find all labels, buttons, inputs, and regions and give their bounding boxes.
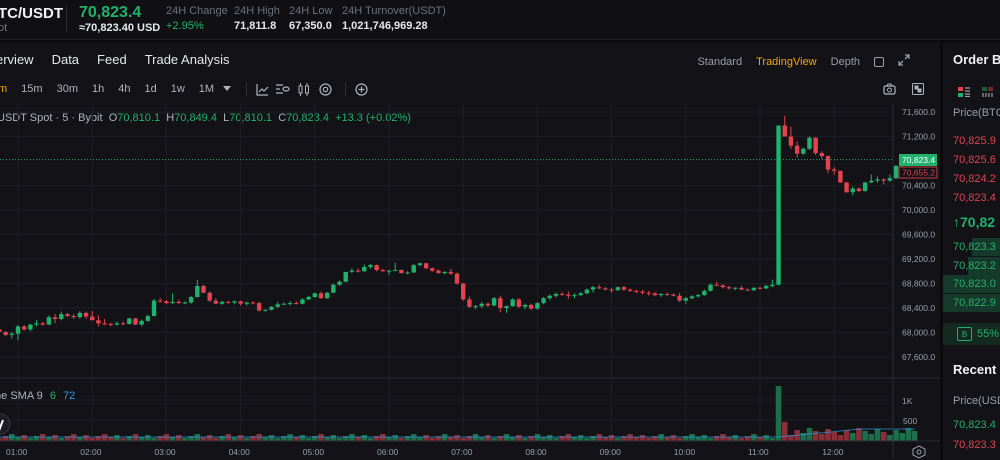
- last-price: 70,823.4: [79, 4, 142, 21]
- legend-high: 70,849.4: [174, 112, 217, 124]
- indicators-icon[interactable]: [255, 82, 269, 96]
- ask-row[interactable]: 70,825.6: [953, 154, 996, 166]
- stat-24h-high: 24H High 71,811.8: [234, 5, 280, 32]
- ohlc-legend: USDT Spot · 5 · Bybit O70,810.1 H70,849.…: [0, 112, 411, 124]
- stat-label: 24H Low: [289, 5, 333, 17]
- view-tradingview[interactable]: TradingView: [756, 55, 817, 68]
- view-mode-switch: Standard TradingView Depth: [697, 54, 910, 69]
- buy-ratio-badge: B: [957, 327, 972, 341]
- camera-icon[interactable]: [882, 82, 896, 96]
- interval-30m[interactable]: 30m: [56, 83, 78, 95]
- stat-24h-change: 24H Change +2.95%: [166, 5, 228, 32]
- volume-value: 6: [49, 390, 56, 402]
- orderbook-panel: Order Bo Price(BTC) 70,825.9 70,825.6 70…: [943, 42, 1000, 460]
- trade-row: 70,823.4: [953, 419, 996, 431]
- orderbook-asks-icon[interactable]: [982, 84, 994, 102]
- bid-row[interactable]: 70,823.2: [953, 260, 996, 272]
- legend-open-label: O: [108, 112, 118, 124]
- layout-square-icon[interactable]: [874, 56, 884, 67]
- stat-label: 24H Turnover(USDT): [342, 5, 446, 17]
- last-price-usd: ≈70,823.40 USD: [79, 22, 161, 34]
- volume-legend: me SMA 9 6 72: [0, 390, 75, 402]
- interval-1h[interactable]: 1h: [91, 83, 105, 95]
- toolbar-divider: [246, 82, 248, 96]
- ask-row[interactable]: 70,823.4: [953, 192, 996, 204]
- legend-close-label: C: [278, 112, 287, 124]
- stat-label: 24H High: [234, 5, 280, 17]
- bid-depth-bar: [968, 257, 1000, 275]
- interval-dropdown-icon[interactable]: [220, 82, 234, 96]
- legend-symbol: USDT Spot · 5 · Bybit: [0, 112, 103, 124]
- chart-tabs: erview Data Feed Trade Analysis: [0, 52, 229, 67]
- stat-24h-low: 24H Low 67,350.0: [289, 5, 332, 32]
- view-standard[interactable]: Standard: [697, 55, 743, 68]
- stat-label: 24H Change: [166, 5, 228, 17]
- trade-row: 70,823.3: [953, 439, 996, 451]
- ticker-header: TC/USDT ot 70,823.4 ≈70,823.40 USD 24H C…: [0, 0, 1000, 40]
- chart-type-icon[interactable]: [276, 82, 290, 96]
- toolbar-divider: [345, 82, 347, 96]
- buy-ratio-value: 55%: [977, 328, 1000, 340]
- legend-high-label: H: [166, 112, 175, 124]
- tab-feed[interactable]: Feed: [97, 52, 127, 67]
- expand-icon[interactable]: [898, 54, 910, 69]
- orderbook-price-header: Price(BTC): [953, 107, 1000, 119]
- interval-1M[interactable]: 1M: [198, 83, 215, 95]
- stat-value: 67,350.0: [289, 20, 332, 32]
- bid-depth-bar: [972, 238, 1000, 256]
- recent-trades-title: Recent T: [953, 362, 1000, 377]
- volume-sma-value: 72: [63, 390, 76, 402]
- interval-1w[interactable]: 1w: [170, 83, 185, 95]
- candles-icon[interactable]: [297, 82, 311, 96]
- tab-data[interactable]: Data: [51, 52, 80, 67]
- tab-trade-analysis[interactable]: Trade Analysis: [144, 52, 230, 67]
- interval-toolbar: m 15m 30m 1h 4h 1d 1w 1M: [0, 82, 375, 96]
- bid-depth-bar: [943, 294, 1000, 312]
- orderbook-title: Order Bo: [953, 52, 1000, 67]
- ask-row[interactable]: 70,825.9: [953, 135, 996, 147]
- chart-right-tools: [882, 82, 932, 96]
- interval-1d[interactable]: 1d: [144, 83, 157, 95]
- recent-trades-price-header: Price(USD: [953, 395, 1000, 407]
- fullscreen-icon[interactable]: [911, 82, 925, 96]
- ask-row[interactable]: 70,824.2: [953, 173, 996, 185]
- bid-row[interactable]: 70,823.3: [953, 241, 996, 253]
- legend-low-label: L: [223, 112, 230, 124]
- bid-row[interactable]: 70,823.0: [953, 278, 996, 290]
- chart-panel: erview Data Feed Trade Analysis Standard…: [0, 42, 940, 460]
- stat-value: 71,811.8: [234, 20, 277, 32]
- orderbook-layout-toggles: [958, 84, 994, 102]
- stat-value: +2.95%: [166, 20, 204, 32]
- pair-name[interactable]: TC/USDT: [0, 5, 63, 22]
- legend-change: +13.3 (+0.02%): [335, 112, 411, 124]
- bid-row[interactable]: 70,822.9: [953, 297, 996, 309]
- tab-overview[interactable]: erview: [0, 52, 34, 67]
- legend-close: 70,823.4: [286, 112, 329, 124]
- bid-depth-bar: [943, 275, 1000, 293]
- legend-open: 70,810.1: [117, 112, 161, 124]
- settings-icon[interactable]: [318, 82, 332, 96]
- buy-sell-ratio: B 55%: [957, 327, 999, 341]
- stat-value: 1,021,746,969.28: [342, 20, 428, 32]
- interval-15m[interactable]: 15m: [21, 83, 43, 95]
- stat-24h-turnover: 24H Turnover(USDT) 1,021,746,969.28: [342, 5, 446, 32]
- view-depth[interactable]: Depth: [830, 55, 860, 68]
- legend-low: 70,810.1: [229, 112, 273, 124]
- volume-legend-label: me SMA 9: [0, 390, 43, 402]
- market-type: ot: [0, 22, 8, 34]
- orderbook-both-icon[interactable]: [958, 84, 970, 102]
- orderbook-mid-price: ↑70,82: [953, 214, 996, 230]
- add-icon[interactable]: [354, 82, 368, 96]
- interval-4h[interactable]: 4h: [118, 83, 131, 95]
- header-divider: [66, 6, 67, 32]
- interval-5m[interactable]: m: [0, 83, 8, 95]
